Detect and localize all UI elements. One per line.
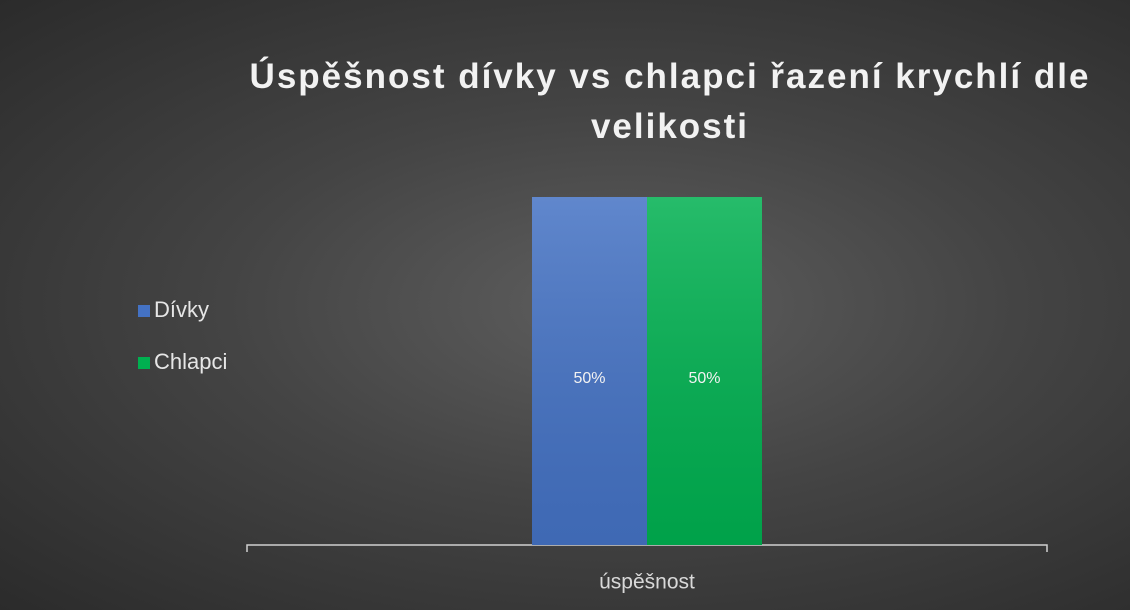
chart-title: Úspěšnost dívky vs chlapci řazení krychl… (249, 57, 1091, 146)
legend-label: Chlapci (154, 349, 227, 374)
legend-swatch (138, 305, 150, 317)
data-label: 50% (573, 370, 605, 387)
category-axis (246, 544, 1048, 552)
legend-swatch (138, 357, 150, 369)
bar-shade (647, 197, 762, 545)
x-tick-label: úspěšnost (599, 571, 695, 594)
legend-label: Dívky (154, 297, 209, 322)
data-label: 50% (688, 370, 720, 387)
bar-shade (532, 197, 647, 545)
